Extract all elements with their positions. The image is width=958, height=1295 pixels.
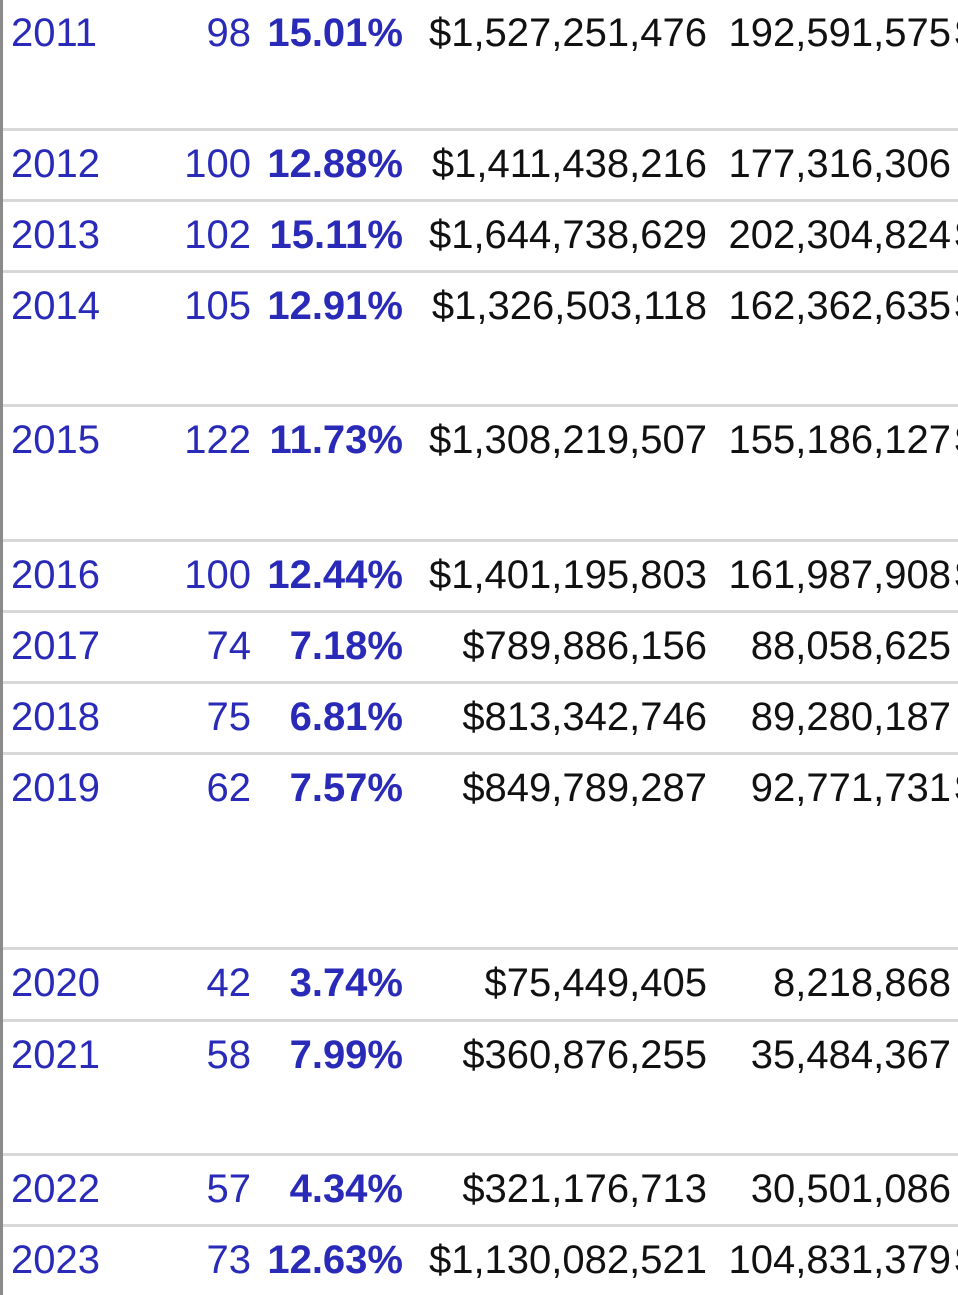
clipped-next-column: $ xyxy=(955,202,958,268)
total-gross: $1,527,251,476 xyxy=(428,11,707,55)
market-share-link[interactable]: 12.91% xyxy=(267,284,403,328)
year-link[interactable]: 2023 xyxy=(11,1238,100,1282)
tickets-sold: 89,280,187 xyxy=(750,695,951,739)
market-share-link[interactable]: 12.88% xyxy=(267,142,403,186)
films-count-link[interactable]: 100 xyxy=(184,142,251,186)
tickets-sold: 88,058,625 xyxy=(750,624,951,668)
year-link[interactable]: 2014 xyxy=(11,284,100,328)
tickets-sold: 155,186,127 xyxy=(728,418,951,462)
table-row: 2011 98 15.01% $1,527,251,476 192,591,57… xyxy=(3,0,958,131)
tickets-sold: 161,987,908 xyxy=(728,553,951,597)
total-gross: $1,401,195,803 xyxy=(428,553,707,597)
total-gross: $1,411,438,216 xyxy=(431,142,707,186)
clipped-next-column: $ xyxy=(955,0,958,66)
market-share-link[interactable]: 4.34% xyxy=(289,1167,403,1211)
table-row: 2023 73 12.63% $1,130,082,521 104,831,37… xyxy=(3,1227,958,1295)
tickets-sold: 92,771,731 xyxy=(750,766,951,810)
market-share-link[interactable]: 3.74% xyxy=(289,961,403,1005)
total-gross: $321,176,713 xyxy=(462,1167,707,1211)
tickets-sold: 192,591,575 xyxy=(728,11,951,55)
tickets-sold: 30,501,086 xyxy=(750,1167,951,1211)
year-link[interactable]: 2015 xyxy=(11,418,100,462)
clipped-next-column: $ xyxy=(955,1227,958,1293)
market-share-link[interactable]: 6.81% xyxy=(289,695,403,739)
table-row: 2019 62 7.57% $849,789,287 92,771,731 $ xyxy=(3,755,958,950)
table-row: 2021 58 7.99% $360,876,255 35,484,367 xyxy=(3,1022,958,1156)
market-share-link[interactable]: 7.57% xyxy=(289,766,403,810)
year-link[interactable]: 2020 xyxy=(11,961,100,1005)
table-row: 2015 122 11.73% $1,308,219,507 155,186,1… xyxy=(3,407,958,542)
total-gross: $75,449,405 xyxy=(484,961,707,1005)
year-link[interactable]: 2018 xyxy=(11,695,100,739)
total-gross: $1,326,503,118 xyxy=(431,284,707,328)
total-gross: $1,644,738,629 xyxy=(428,213,707,257)
clipped-next-column: $ xyxy=(955,407,958,473)
films-count-link[interactable]: 73 xyxy=(206,1238,252,1282)
market-share-link[interactable]: 7.99% xyxy=(289,1033,403,1077)
clipped-next-column: $ xyxy=(955,755,958,821)
films-count-link[interactable]: 98 xyxy=(206,11,252,55)
year-link[interactable]: 2021 xyxy=(11,1033,100,1077)
tickets-sold: 35,484,367 xyxy=(750,1033,951,1077)
films-count-link[interactable]: 74 xyxy=(206,624,252,668)
market-share-link[interactable]: 7.18% xyxy=(289,624,403,668)
total-gross: $813,342,746 xyxy=(462,695,707,739)
year-link[interactable]: 2011 xyxy=(11,11,98,55)
tickets-sold: 162,362,635 xyxy=(728,284,951,328)
tickets-sold: 177,316,306 xyxy=(728,142,951,186)
tickets-sold: 202,304,824 xyxy=(728,213,951,257)
films-count-link[interactable]: 102 xyxy=(184,213,251,257)
year-link[interactable]: 2017 xyxy=(11,624,100,668)
market-share-link[interactable]: 11.73% xyxy=(269,418,403,462)
total-gross: $1,308,219,507 xyxy=(428,418,707,462)
table-row: 2016 100 12.44% $1,401,195,803 161,987,9… xyxy=(3,542,958,613)
table-row: 2013 102 15.11% $1,644,738,629 202,304,8… xyxy=(3,202,958,273)
total-gross: $360,876,255 xyxy=(462,1033,707,1077)
films-count-link[interactable]: 75 xyxy=(206,695,252,739)
table-row: 2012 100 12.88% $1,411,438,216 177,316,3… xyxy=(3,131,958,202)
year-link[interactable]: 2016 xyxy=(11,553,100,597)
films-count-link[interactable]: 100 xyxy=(184,553,251,597)
clipped-next-column: $ xyxy=(955,542,958,608)
films-count-link[interactable]: 62 xyxy=(206,766,252,810)
films-count-link[interactable]: 42 xyxy=(206,961,252,1005)
tickets-sold: 104,831,379 xyxy=(728,1238,951,1282)
total-gross: $849,789,287 xyxy=(462,766,707,810)
table-row: 2018 75 6.81% $813,342,746 89,280,187 xyxy=(3,684,958,755)
films-count-link[interactable]: 122 xyxy=(184,418,251,462)
table-row: 2017 74 7.18% $789,886,156 88,058,625 xyxy=(3,613,958,684)
tickets-sold: 8,218,868 xyxy=(773,961,951,1005)
table-row: 2022 57 4.34% $321,176,713 30,501,086 xyxy=(3,1156,958,1227)
year-link[interactable]: 2019 xyxy=(11,766,100,810)
market-share-link[interactable]: 15.01% xyxy=(267,11,403,55)
total-gross: $789,886,156 xyxy=(462,624,707,668)
year-link[interactable]: 2012 xyxy=(11,142,100,186)
clipped-next-column: $ xyxy=(955,273,958,339)
films-count-link[interactable]: 57 xyxy=(206,1167,252,1211)
market-share-link[interactable]: 15.11% xyxy=(269,213,403,257)
table-row: 2020 42 3.74% $75,449,405 8,218,868 xyxy=(3,950,958,1022)
total-gross: $1,130,082,521 xyxy=(428,1238,707,1282)
films-count-link[interactable]: 58 xyxy=(206,1033,252,1077)
year-link[interactable]: 2013 xyxy=(11,213,100,257)
table-row: 2014 105 12.91% $1,326,503,118 162,362,6… xyxy=(3,273,958,407)
films-count-link[interactable]: 105 xyxy=(184,284,251,328)
market-share-link[interactable]: 12.63% xyxy=(267,1238,403,1282)
market-share-link[interactable]: 12.44% xyxy=(267,553,403,597)
year-link[interactable]: 2022 xyxy=(11,1167,100,1211)
